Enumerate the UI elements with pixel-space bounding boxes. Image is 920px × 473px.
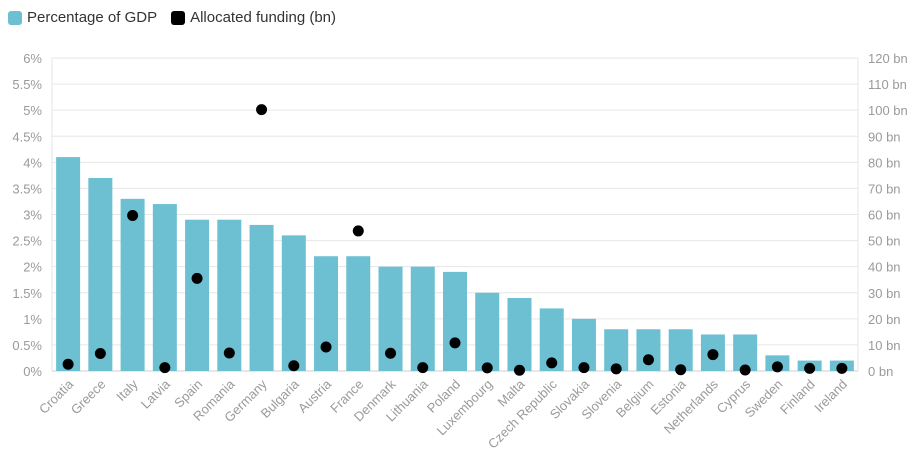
y-left-tick-label: 1.5% <box>12 286 42 301</box>
scatter-point <box>352 225 364 237</box>
bar <box>120 198 145 371</box>
x-tick-label: Greece <box>68 377 109 418</box>
y-right-tick-label: 110 bn <box>868 77 907 92</box>
bar <box>152 204 177 371</box>
scatter-point <box>739 364 751 376</box>
y-left-tick-label: 3.5% <box>12 181 42 196</box>
scatter-point <box>223 347 235 359</box>
x-tick-label: Italy <box>113 376 141 404</box>
scatter-point <box>256 104 268 116</box>
y-right-tick-label: 40 bn <box>868 260 901 275</box>
x-tick-label: Finland <box>777 377 818 418</box>
y-right-tick-label: 10 bn <box>868 338 901 353</box>
scatter-point <box>127 210 139 222</box>
scatter-point <box>62 358 74 370</box>
x-tick-label: Ireland <box>811 377 850 416</box>
scatter-point <box>546 357 558 369</box>
legend-label-dot: Allocated funding (bn) <box>190 9 337 26</box>
scatter-point <box>836 362 848 374</box>
y-left-tick-label: 0% <box>23 364 42 379</box>
bar <box>346 256 371 371</box>
y-right-tick-label: 30 bn <box>868 286 901 301</box>
bar <box>217 219 242 371</box>
scatter-point <box>771 361 783 373</box>
bar <box>185 219 210 371</box>
scatter-point <box>449 337 461 349</box>
scatter-point <box>385 347 397 359</box>
legend: Percentage of GDP Allocated funding (bn) <box>8 9 336 26</box>
legend-item-percentage-of-gdp[interactable]: Percentage of GDP <box>8 9 157 26</box>
bar <box>443 271 467 371</box>
bar <box>56 157 81 371</box>
x-tick-label: Latvia <box>138 376 174 412</box>
y-left-tick-label: 4.5% <box>12 129 42 144</box>
scatter-point <box>610 363 622 375</box>
scatter-point <box>707 349 719 361</box>
legend-label-bar: Percentage of GDP <box>27 9 158 26</box>
scatter-point <box>481 362 493 374</box>
scatter-point <box>288 360 300 372</box>
legend-swatch-bar <box>8 10 22 25</box>
legend-swatch-dot <box>171 10 186 25</box>
scatter-point <box>320 341 332 353</box>
bar <box>88 177 113 371</box>
y-right-tick-label: 100 bn <box>868 103 908 118</box>
scatter-point <box>675 364 687 376</box>
y-left-tick-label: 3% <box>23 208 42 223</box>
y-right-tick-label: 80 bn <box>868 155 901 170</box>
y-left-tick-label: 4% <box>23 155 42 170</box>
y-right-tick-label: 120 bn <box>868 51 908 66</box>
y-left-tick-label: 5.5% <box>12 77 42 92</box>
bar <box>249 224 274 371</box>
y-right-tick-label: 70 bn <box>868 181 901 196</box>
y-right-tick-label: 0 bn <box>868 364 893 379</box>
scatter-point <box>159 362 171 374</box>
y-left-tick-label: 2.5% <box>12 234 42 249</box>
scatter-point <box>94 348 106 360</box>
legend-item-allocated-funding[interactable]: Allocated funding (bn) <box>171 9 336 26</box>
y-left-tick-label: 5% <box>23 103 42 118</box>
bar <box>475 292 500 371</box>
scatter-point <box>513 364 525 376</box>
scatter-point <box>191 272 203 284</box>
bar <box>314 256 339 371</box>
y-left-tick-label: 6% <box>23 51 42 66</box>
bar <box>410 266 435 371</box>
x-tick-label: Austria <box>295 376 335 416</box>
scatter-point <box>642 354 654 366</box>
y-left-tick-label: 1% <box>23 312 42 327</box>
scatter-point <box>578 362 590 374</box>
scatter-point <box>417 362 429 374</box>
bar <box>281 235 306 371</box>
y-right-tick-label: 50 bn <box>868 234 901 249</box>
scatter-point <box>804 362 816 374</box>
y-right-tick-label: 60 bn <box>868 208 901 223</box>
y-left-tick-label: 0.5% <box>12 338 42 353</box>
bar <box>668 329 693 371</box>
y-left-tick-label: 2% <box>23 260 42 275</box>
y-right-tick-label: 20 bn <box>868 312 901 327</box>
y-right-tick-label: 90 bn <box>868 129 901 144</box>
bar <box>507 297 532 371</box>
